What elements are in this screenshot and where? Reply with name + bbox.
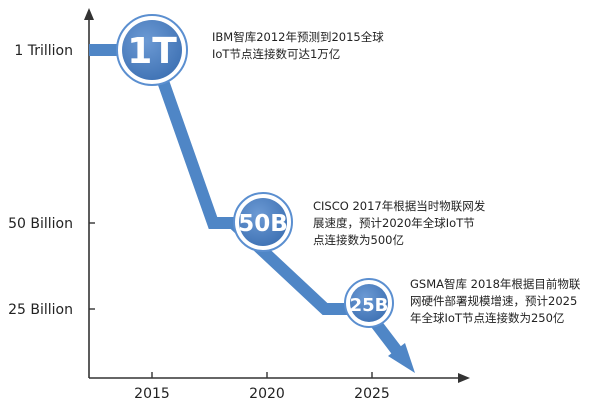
y-tick-label: 50 Billion xyxy=(8,216,73,232)
annotation-gsma: GSMA智库 2018年根据目前物联 网硬件部署规模增速，预计2025 年全球I… xyxy=(410,277,581,325)
badge-circle xyxy=(350,284,388,322)
y-tick-label: 25 Billion xyxy=(8,302,73,318)
y-tick-label: 1 Trillion xyxy=(14,43,73,59)
badge-circle xyxy=(122,20,182,80)
x-tick-label: 2020 xyxy=(249,386,285,402)
data-point-label: 1T xyxy=(127,31,177,72)
data-point-badge: 1T xyxy=(116,14,188,86)
x-tick-label: 2025 xyxy=(354,386,390,402)
annotation-cisco: CISCO 2017年根据当时物联网发 展速度，预计2020年全球IoT节 点连… xyxy=(313,199,486,247)
annotation-ibm: IBM智库2012年预测到2015全球 IoT节点连接数可达1万亿 xyxy=(212,30,384,61)
data-point-badge: 25B xyxy=(344,278,394,328)
data-point-label: 50B xyxy=(238,211,288,237)
x-tick-label: 2015 xyxy=(134,386,170,402)
data-point-badge: 50B xyxy=(233,192,293,252)
y-axis-arrowhead xyxy=(84,8,94,20)
trend-arrowhead xyxy=(388,343,415,373)
badge-circle xyxy=(239,198,287,246)
data-point-label: 25B xyxy=(350,295,389,316)
x-axis-arrowhead xyxy=(458,373,470,383)
